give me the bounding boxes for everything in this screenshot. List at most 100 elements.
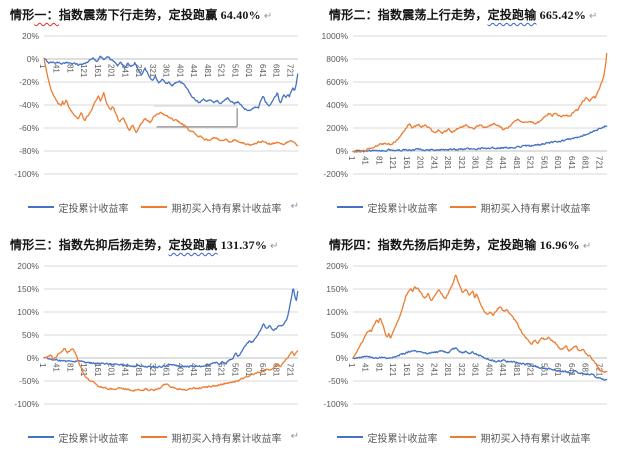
legend-line-dca-icon [27,436,54,438]
y-axis-label: -40% [19,100,39,110]
line-chart: 20% 0% -20% -40% -60% -80% -100% 1 41 81 121 161 201… [14,31,299,179]
y-axis-label: 800% [326,54,348,64]
legend-label-hold: 期初买入持有累计收益率 [480,433,591,445]
x-axis-label: 681 [272,363,281,377]
title-segment: 665.42% [536,8,587,22]
x-axis-label: 241 [120,64,129,78]
series-line-dca [352,125,608,153]
title-segment: 定投跑赢 [168,238,218,252]
x-axis-label: 241 [429,363,438,377]
y-axis-label: 20% [22,31,39,41]
legend-item-hold: 期初买入持有累计收益率 [140,200,282,215]
x-axis-label: 361 [162,363,171,377]
y-axis-label: 0% [27,54,40,64]
y-axis-label: 200% [326,123,348,133]
x-axis-label: 441 [498,156,507,170]
line-chart: 1000% 800% 600% 400% 200% 0% -200% 1 41 81 121 161 2… [322,31,608,179]
legend-label-hold: 期初买入持有累计收益率 [171,203,282,215]
chart-legend: 定投累计收益率 期初买入持有累计收益率 ↵ [0,198,309,216]
title-segment: 情形三：指数先抑后扬走势， [10,238,169,252]
x-axis-label: 521 [217,64,226,78]
x-axis-label: 281 [134,363,143,377]
series-line-dca [43,288,299,369]
x-axis-label: 721 [594,156,603,170]
x-axis-label: 521 [526,363,535,377]
x-axis-label: 601 [553,156,562,170]
x-axis-label: 241 [120,363,129,377]
y-axis-label: 100% [326,307,348,317]
legend-line-hold-icon [140,206,167,208]
chart-panel-1: 情形一：指数震荡下行走势，定投跑赢 64.40% ↵ 20% 0% -20% -40% -… [0,0,309,230]
y-axis-label: 200% [17,261,39,271]
legend-item-dca: 定投累计收益率 [27,200,129,215]
y-axis-label: -80% [19,146,39,156]
x-axis-label: 161 [93,363,102,377]
x-axis-label: 401 [484,156,493,170]
legend-label-dca: 定投累计收益率 [367,203,438,215]
y-axis-label: -200% [323,169,348,179]
y-axis-label: 100% [17,307,39,317]
line-chart: 200% 150% 100% 50% 0% -50% -100% 1 41 81 121 161 201… [323,261,608,409]
legend-item-hold: 期初买入持有累计收益率 [449,430,591,445]
legend-line-hold-icon [140,436,167,438]
title-segment: 131.37% [217,238,268,252]
paragraph-mark-icon: ↵ [290,201,299,212]
x-axis-label: 481 [203,363,212,377]
chart-title: 情形三：指数先抑后扬走势，定投跑赢 131.37% ↵ [0,230,309,254]
x-axis-label: 1 [38,64,47,69]
paragraph-mark-icon: ↵ [270,241,279,252]
y-axis-label: 400% [326,100,348,110]
series-line-dca [352,347,608,381]
title-segment: 情形四：指数先扬后抑走势，定投跑输 16.96% [329,238,580,252]
x-axis-label: 201 [416,363,425,377]
x-axis-label: 721 [594,363,603,377]
x-axis-label: 161 [402,156,411,170]
x-axis-label: 1 [38,363,47,368]
x-axis-label: 721 [285,64,294,78]
x-axis-label: 601 [244,64,253,78]
x-axis-label: 481 [512,156,521,170]
title-segment: 情形 [10,8,35,22]
y-axis-label: 50% [331,330,348,340]
legend-item-dca: 定投累计收益率 [336,200,438,215]
series-line-hold [352,52,608,153]
x-axis-label: 121 [388,363,397,377]
y-axis-label: 150% [17,284,39,294]
legend-item-hold: 期初买入持有累计收益率 [449,200,591,215]
x-axis-label: 441 [498,363,507,377]
x-axis-label: 281 [443,156,452,170]
legend-label-dca: 定投累计收益率 [58,433,129,445]
x-axis-label: 641 [258,363,267,377]
chart-legend: 定投累计收益率 期初买入持有累计收益率 ↵ [0,428,309,446]
title-segment: 情形二：指数震荡上行走势， [329,8,488,22]
callout-box [153,106,238,127]
x-axis-label: 361 [162,64,171,78]
y-axis-label: -100% [323,399,348,409]
paragraph-mark-icon: ↵ [290,431,299,442]
y-axis-label: -20% [19,77,39,87]
x-axis-label: 641 [567,363,576,377]
x-axis-label: 321 [148,363,157,377]
legend-item-dca: 定投累计收益率 [336,430,438,445]
y-axis-label: -50% [328,376,348,386]
x-axis-label: 561 [539,156,548,170]
x-axis-label: 681 [272,64,281,78]
chart-panel-4: 情形四：指数先扬后抑走势，定投跑输 16.96% ↵ 200% 150% 100% 50… [309,230,618,460]
x-axis-label: 201 [416,156,425,170]
chart-title: 情形一：指数震荡下行走势，定投跑赢 64.40% ↵ [0,0,309,24]
x-axis-label: 561 [230,64,239,78]
x-axis-label: 681 [581,156,590,170]
x-axis-label: 41 [361,363,370,372]
y-axis-label: 200% [326,261,348,271]
y-axis-label: 0% [336,353,349,363]
y-axis-label: -100% [14,399,39,409]
x-axis-label: 681 [581,363,590,377]
x-axis-label: 121 [388,156,397,170]
y-axis-label: 600% [326,77,348,87]
x-axis-label: 321 [148,64,157,78]
x-axis-label: 601 [244,363,253,377]
x-axis-label: 41 [361,156,370,165]
x-axis-label: 81 [65,363,74,372]
x-axis-label: 81 [65,64,74,73]
